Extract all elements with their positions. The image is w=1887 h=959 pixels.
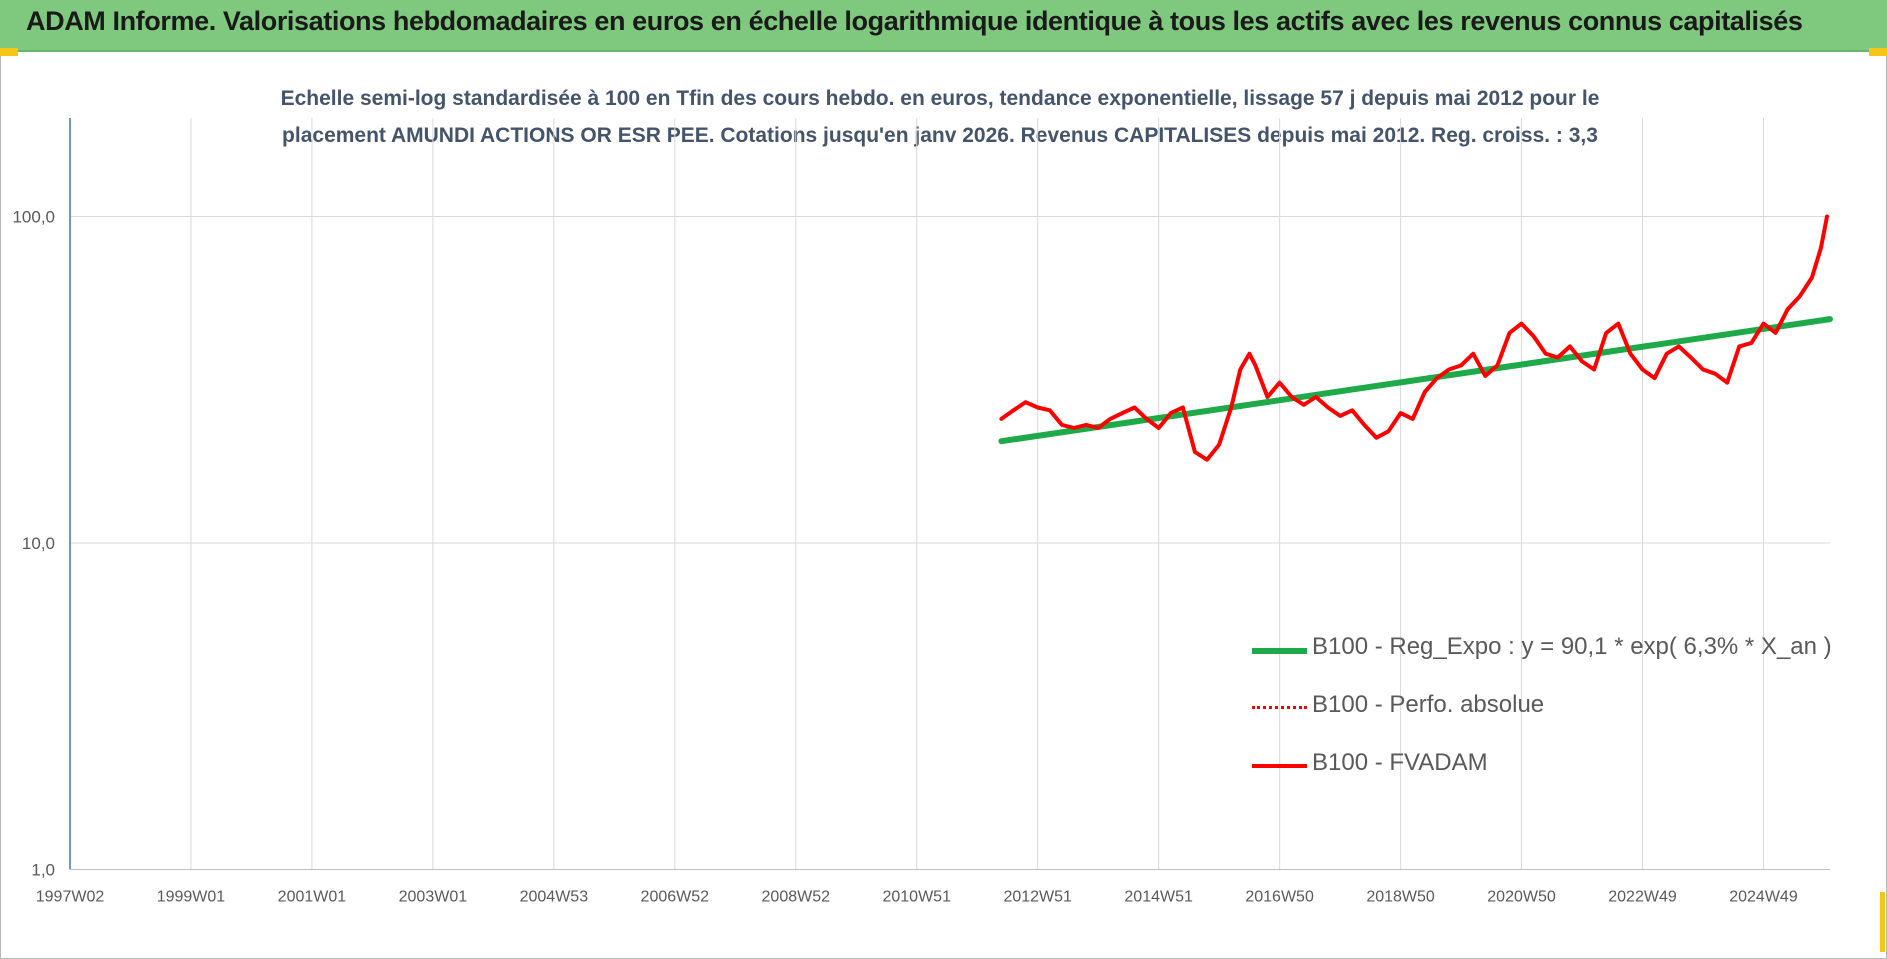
x-tick-label: 2004W53 bbox=[520, 889, 589, 906]
x-tick-label: 2010W51 bbox=[882, 889, 951, 906]
chart-subtitle-line-2: placement AMUNDI ACTIONS OR ESR PEE. Cot… bbox=[282, 124, 1598, 147]
legend-label: B100 - FVADAM bbox=[1312, 749, 1488, 776]
y-tick-label: 1,0 bbox=[31, 861, 55, 880]
x-tick-label: 2001W01 bbox=[278, 889, 347, 906]
x-tick-label: 2020W50 bbox=[1487, 889, 1556, 906]
legend-swatch bbox=[1252, 706, 1307, 709]
corner-marker-bottom-right bbox=[1880, 892, 1885, 952]
title-banner: ADAM Informe. Valorisations hebdomadaire… bbox=[0, 0, 1887, 52]
page-title: ADAM Informe. Valorisations hebdomadaire… bbox=[26, 6, 1803, 36]
y-tick-label: 100,0 bbox=[12, 208, 55, 227]
legend-label: B100 - Perfo. absolue bbox=[1312, 691, 1545, 718]
x-tick-label: 2012W51 bbox=[1003, 889, 1072, 906]
x-tick-label: 2022W49 bbox=[1608, 889, 1677, 906]
x-tick-label: 2018W50 bbox=[1366, 889, 1435, 906]
x-tick-label: 2003W01 bbox=[399, 889, 468, 906]
x-tick-label: 2016W50 bbox=[1245, 889, 1314, 906]
y-tick-label: 10,0 bbox=[22, 534, 55, 553]
x-tick-label: 2014W51 bbox=[1124, 889, 1193, 906]
legend-label: B100 - Reg_Expo : y = 90,1 * exp( 6,3% *… bbox=[1312, 633, 1832, 660]
x-tick-label: 2006W52 bbox=[641, 889, 710, 906]
fvadam-series-line bbox=[999, 214, 1829, 462]
corner-marker-top-left bbox=[0, 48, 18, 56]
legend-swatch bbox=[1252, 648, 1307, 654]
legend-swatch bbox=[1252, 764, 1307, 768]
x-tick-label: 2024W49 bbox=[1729, 889, 1798, 906]
trend-series-line bbox=[998, 316, 1833, 445]
chart-subtitle: Echelle semi-log standardisée à 100 en T… bbox=[230, 80, 1650, 154]
x-tick-label: 1997W02 bbox=[36, 889, 105, 906]
x-tick-label: 2008W52 bbox=[762, 889, 831, 906]
corner-marker-top-right bbox=[1869, 48, 1887, 56]
chart-subtitle-line-1: Echelle semi-log standardisée à 100 en T… bbox=[280, 87, 1600, 110]
x-tick-label: 1999W01 bbox=[157, 889, 226, 906]
